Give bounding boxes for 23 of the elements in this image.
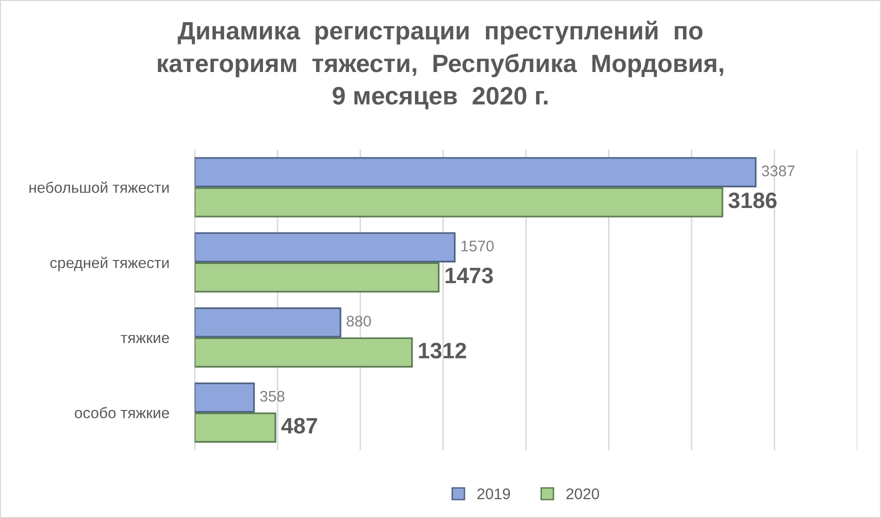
y-tick-label: средней тяжести — [50, 256, 169, 272]
legend-label: 2020 — [566, 488, 600, 500]
data-label: 3186 — [728, 192, 777, 208]
data-label: 487 — [281, 418, 318, 434]
y-tick-label: небольшой тяжести — [30, 181, 169, 193]
data-label: 3387 — [762, 166, 794, 176]
bar — [194, 187, 724, 218]
legend-label: 2019 — [477, 488, 510, 500]
y-tick-label: особо тяжкие — [74, 406, 170, 418]
data-label: 358 — [260, 390, 284, 402]
bar — [194, 307, 342, 338]
bar — [194, 337, 413, 368]
data-label: 880 — [346, 316, 371, 327]
bar — [194, 262, 440, 292]
bar — [194, 412, 276, 443]
bar — [194, 382, 255, 413]
data-label: 1312 — [418, 342, 466, 358]
bar — [194, 157, 757, 188]
bar — [194, 232, 456, 262]
data-label: 1473 — [446, 268, 493, 284]
data-label: 1570 — [461, 240, 494, 252]
y-tick-label: тяжкие — [120, 334, 170, 344]
chart-title: Динамика регистрации преступлений по категориям тяжести, Республика Мордовия, 9 месяцев 2020 г. — [158, 20, 724, 110]
